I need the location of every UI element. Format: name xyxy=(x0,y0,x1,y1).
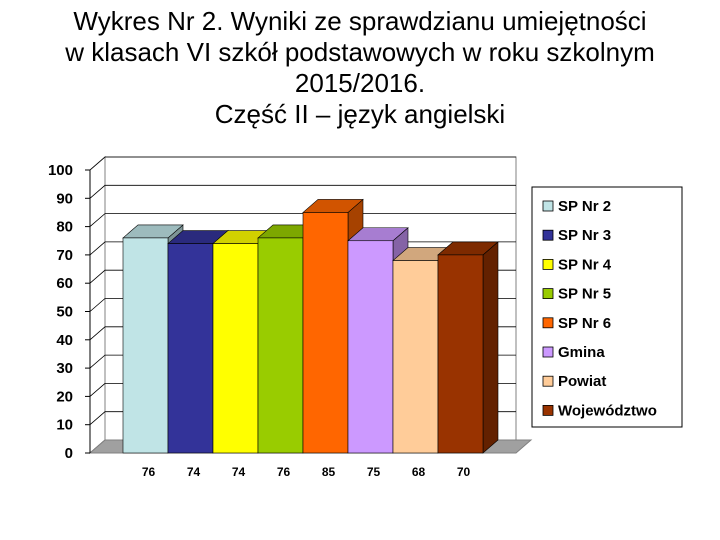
data-label-sp-nr-6: 85 xyxy=(322,465,336,479)
legend-box xyxy=(531,186,683,428)
legend-label: Gmina xyxy=(558,344,605,361)
bar-województwo xyxy=(437,241,499,454)
data-label-sp-nr-2: 76 xyxy=(142,465,156,479)
chart-title-line-2: w klasach VI szkół podstawowych w roku s… xyxy=(65,37,655,67)
legend-label: SP Nr 2 xyxy=(558,198,611,215)
legend-item-powiat: Powiat xyxy=(542,373,606,390)
chart-title-line-3: 2015/2016. xyxy=(294,68,426,98)
legend-label: SP Nr 4 xyxy=(558,256,612,273)
y-tick-label-70: 70 xyxy=(56,247,73,264)
legend-item-sp-nr-6: SP Nr 6 xyxy=(542,315,611,332)
legend-swatch xyxy=(542,375,554,387)
y-tick-label-80: 80 xyxy=(56,219,73,236)
chart-title-line-1: Wykres Nr 2. Wyniki ze sprawdzianu umiej… xyxy=(73,6,647,36)
y-tick-label-90: 90 xyxy=(56,190,73,207)
legend-item-gmina: Gmina xyxy=(542,344,605,361)
legend-label: SP Nr 6 xyxy=(558,315,611,332)
legend-label: SP Nr 3 xyxy=(558,227,611,244)
y-tick-label-40: 40 xyxy=(56,332,73,349)
gridline-90 xyxy=(89,184,516,199)
bar-front xyxy=(257,237,304,454)
legend-item-sp-nr-4: SP Nr 4 xyxy=(542,256,612,273)
y-tick-label-0: 0 xyxy=(65,445,73,462)
y-tick-label-50: 50 xyxy=(56,304,73,321)
bars xyxy=(122,198,499,454)
data-labels: 76 74 74 76 85 75 68 70 xyxy=(142,465,471,479)
legend: SP Nr 2 SP Nr 3 SP Nr 4 SP Nr 5 SP Nr 6 Gmina… xyxy=(531,186,683,428)
bar-front xyxy=(302,212,349,454)
data-label-sp-nr-4: 74 xyxy=(232,465,246,479)
y-tick-label-30: 30 xyxy=(56,360,73,377)
data-label-powiat: 68 xyxy=(412,465,426,479)
y-tick-label-60: 60 xyxy=(56,275,73,292)
bar-front xyxy=(122,237,169,454)
bar-front xyxy=(392,260,439,454)
bar-side xyxy=(482,241,499,454)
data-label-województwo: 70 xyxy=(457,465,471,479)
legend-swatch xyxy=(542,229,554,241)
bar-front xyxy=(212,243,259,454)
legend-item-sp-nr-2: SP Nr 2 xyxy=(542,198,611,215)
legend-swatch xyxy=(542,258,554,270)
bar-front xyxy=(347,240,394,454)
legend-swatch xyxy=(542,200,554,212)
y-tick-label-20: 20 xyxy=(56,388,73,405)
y-axis: 0 10 20 30 40 50 60 70 80 90 100 xyxy=(48,162,91,462)
bar-front xyxy=(437,254,484,454)
gridline-100 xyxy=(89,156,516,171)
data-label-sp-nr-3: 74 xyxy=(187,465,201,479)
bar-front xyxy=(167,243,214,454)
chart-title-line-4: Część II – język angielski xyxy=(214,99,506,129)
legend-label: Województwo xyxy=(558,402,657,419)
legend-item-sp-nr-3: SP Nr 3 xyxy=(542,227,611,244)
legend-item-województwo: Województwo xyxy=(542,402,657,419)
legend-swatch xyxy=(542,346,554,358)
y-tick-label-10: 10 xyxy=(56,417,73,434)
legend-swatch xyxy=(542,317,554,329)
data-label-sp-nr-5: 76 xyxy=(277,465,291,479)
gridline-80 xyxy=(89,213,516,227)
legend-label: Powiat xyxy=(558,373,606,390)
legend-swatch xyxy=(542,288,554,300)
legend-label: SP Nr 5 xyxy=(558,286,611,303)
chart-title: Wykres Nr 2. Wyniki ze sprawdzianu umiej… xyxy=(0,6,720,130)
legend-swatch xyxy=(542,404,554,416)
legend-item-sp-nr-5: SP Nr 5 xyxy=(542,286,611,303)
y-tick-label-100: 100 xyxy=(48,162,73,179)
data-label-gmina: 75 xyxy=(367,465,381,479)
